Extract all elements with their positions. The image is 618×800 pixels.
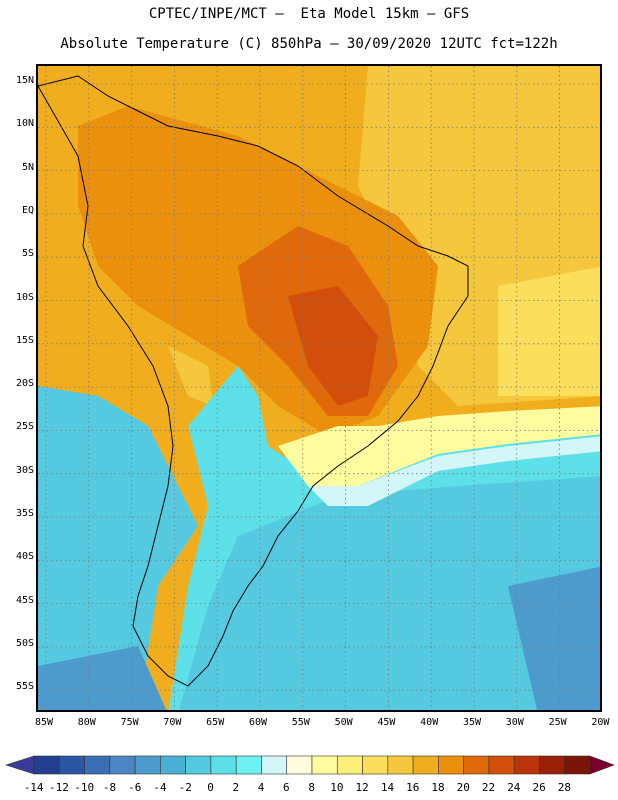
- colorbar-tick-label: 16: [406, 781, 420, 794]
- lon-label: 80W: [77, 717, 96, 728]
- lat-label: 50S: [15, 637, 34, 649]
- colorbar-low-arrow: [5, 755, 35, 775]
- colorbar-tick-label: 4: [257, 781, 265, 794]
- colorbar-tick-label: -6: [128, 781, 142, 794]
- lon-label: 45W: [377, 717, 396, 728]
- lat-label: 40S: [15, 551, 34, 563]
- se-cold-field: [508, 566, 600, 710]
- temperature-map-svg: [38, 66, 600, 710]
- colorbar-tick-label: 10: [330, 781, 344, 794]
- hottest-field: [288, 286, 378, 406]
- colorbar-swatch: [109, 755, 136, 775]
- colorbar-swatch: [33, 755, 60, 775]
- south-atlantic-cold-field: [179, 476, 600, 710]
- colorbar-high-arrow: [589, 755, 615, 775]
- colorbar-swatch: [438, 755, 464, 775]
- andes-cool-strip: [168, 346, 213, 406]
- map-title-line2: Absolute Temperature (C) 850hPa – 30/09/…: [60, 36, 558, 52]
- lat-label: 10S: [15, 291, 34, 303]
- ne-light-yellow-field: [498, 266, 600, 396]
- lat-label: 5S: [21, 248, 34, 260]
- lon-label: 20W: [591, 717, 610, 728]
- colorbar-swatch: [235, 755, 262, 775]
- colorbar-tick-label: 28: [557, 781, 571, 794]
- colorbar-tick-label: -12: [48, 781, 69, 794]
- lat-label: 20S: [15, 378, 34, 390]
- colorbar-tick-label: -4: [153, 781, 167, 794]
- transition-band: [278, 406, 600, 486]
- colorbar-swatch: [387, 755, 414, 775]
- lon-label: 60W: [248, 717, 268, 728]
- temperature-colorbar: [5, 755, 615, 775]
- lon-label: 70W: [163, 717, 182, 728]
- colorbar-tick-label: 26: [532, 781, 546, 794]
- colorbar-swatch: [488, 755, 515, 775]
- lat-label: 25S: [15, 421, 34, 433]
- colorbar-swatch: [134, 755, 161, 775]
- lon-label: 35W: [462, 717, 482, 728]
- lon-label: 65W: [206, 717, 225, 728]
- sw-cold-field: [38, 386, 198, 710]
- colorbar-swatch: [58, 755, 85, 775]
- colorbar-tick-label: 8: [308, 781, 315, 794]
- colorbar-swatch: [564, 755, 591, 775]
- colorbar-tick-label: -10: [74, 781, 95, 794]
- transition-band-light: [308, 436, 600, 506]
- colorbar-tick-label: 18: [431, 781, 445, 794]
- colorbar-swatch: [539, 755, 566, 775]
- colorbar-swatch: [210, 755, 237, 775]
- colorbar-tick-label: 2: [232, 781, 240, 794]
- colorbar-tick-label: 24: [507, 781, 521, 794]
- colorbar-swatch: [160, 755, 186, 775]
- colorbar-swatch: [463, 755, 490, 775]
- colorbar-swatch: [513, 755, 540, 775]
- longitude-gridlines: [45, 66, 560, 710]
- lat-label: 35S: [15, 508, 34, 519]
- colorbar-swatch: [336, 755, 363, 775]
- colorbar-swatch: [362, 755, 389, 775]
- colorbar-tick-label: 0: [207, 781, 214, 794]
- lon-label: 40W: [420, 717, 439, 728]
- lat-label: 15N: [15, 75, 34, 86]
- lat-label: 5N: [21, 161, 34, 173]
- colorbar-swatch: [84, 755, 111, 775]
- colorbar-tick-label: -8: [102, 781, 117, 794]
- lon-label: 85W: [34, 717, 54, 728]
- colorbar-tick-label: 14: [380, 781, 395, 794]
- lon-label: 30W: [505, 717, 524, 728]
- colorbar-swatch: [311, 755, 338, 775]
- lat-label: 10N: [15, 118, 34, 130]
- colorbar-tick-label: -2: [178, 781, 192, 794]
- colorbar-swatch: [261, 755, 288, 775]
- colorbar-swatch: [286, 755, 313, 775]
- colorbar-tick-label: 20: [456, 781, 470, 794]
- lon-label: 50W: [334, 717, 353, 728]
- colorbar-tick-label: 22: [481, 781, 496, 794]
- lon-label: 75W: [120, 717, 139, 728]
- lon-label: 55W: [291, 717, 310, 728]
- lon-label: 25W: [548, 717, 567, 728]
- colorbar-tick-label: 12: [355, 781, 369, 794]
- lat-label: EQ: [21, 204, 34, 216]
- map-title-line1: CPTEC/INPE/MCT – Eta Model 15km – GFS: [148, 6, 470, 22]
- coastline: [38, 75, 469, 687]
- colorbar-swatch: [412, 755, 439, 775]
- lat-label: 45S: [15, 594, 34, 606]
- lat-label: 15S: [15, 334, 34, 346]
- lat-label: 30S: [15, 464, 34, 476]
- lat-label: 55S: [15, 681, 34, 693]
- far-sw-cold-field: [38, 646, 167, 710]
- colorbar-tick-label: 6: [283, 781, 290, 794]
- temperature-map: [36, 64, 602, 712]
- colorbar-tick-label: -14: [23, 781, 44, 794]
- colorbar-swatch: [185, 755, 212, 775]
